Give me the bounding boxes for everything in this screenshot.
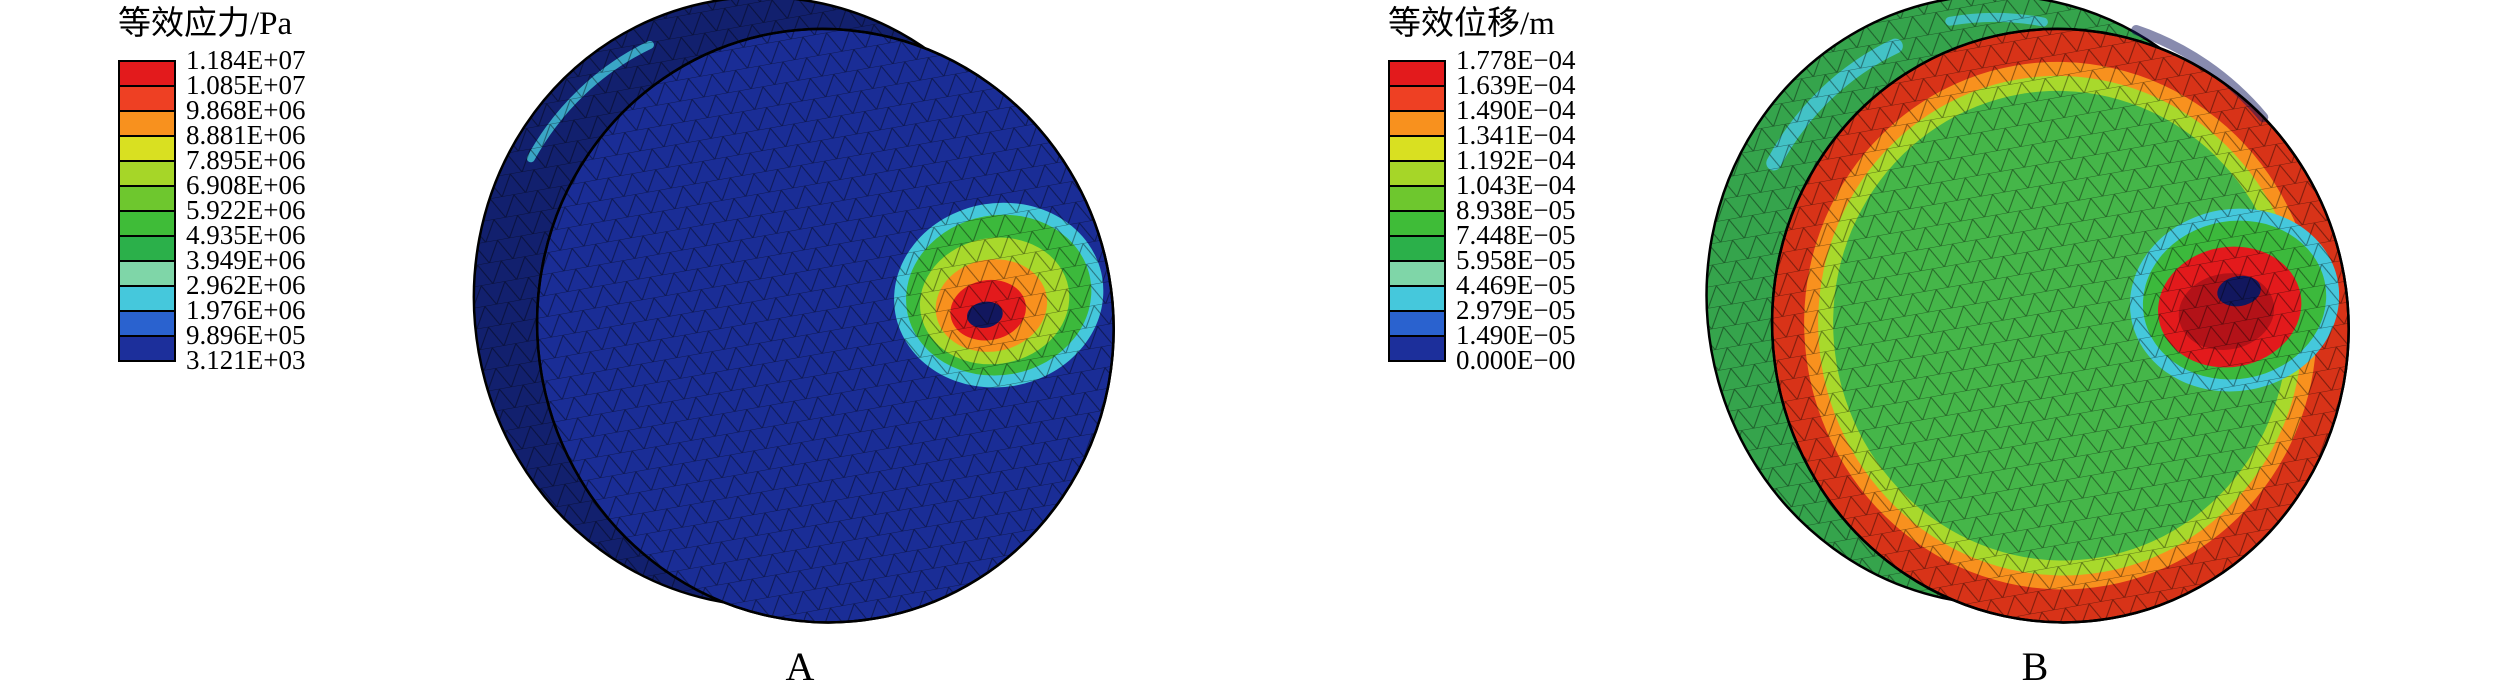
legend-value: 9.896E+05 [186,320,306,350]
stress-contour-wheel [470,0,1130,660]
displacement-colorbar [1388,60,1446,362]
legend-value: 3.949E+06 [186,245,306,275]
colorbar-swatch [120,87,174,112]
legend-value: 4.469E−05 [1456,270,1576,300]
colorbar-swatch [120,237,174,262]
legend-value: 1.043E−04 [1456,170,1576,200]
triangular-mesh-overlay [1705,0,2365,660]
stress-legend-body: 1.184E+07 1.085E+07 9.868E+06 8.881E+06 … [118,45,306,375]
legend-value: 3.121E+03 [186,345,306,375]
legend-value: 1.341E−04 [1456,120,1576,150]
colorbar-swatch [120,212,174,237]
face-outline [535,27,1115,624]
displacement-legend-body: 1.778E−04 1.639E−04 1.490E−04 1.341E−04 … [1388,45,1576,375]
legend-value: 6.908E+06 [186,170,306,200]
legend-value: 8.881E+06 [186,120,306,150]
subfigure-label-b: B [2021,644,2049,689]
colorbar-swatch [1390,137,1444,162]
displacement-legend-title: 等效位移/m [1388,6,1555,42]
colorbar-swatch [1390,162,1444,187]
legend-value: 1.778E−04 [1456,45,1576,75]
colorbar-swatch [1390,337,1444,360]
colorbar-swatch [120,287,174,312]
legend-value: 7.448E−05 [1456,220,1576,250]
legend-value: 7.895E+06 [186,145,306,175]
colorbar-swatch [120,312,174,337]
colorbar-swatch [120,187,174,212]
colorbar-swatch [1390,212,1444,237]
legend-value: 1.639E−04 [1456,70,1576,100]
legend-value: 4.935E+06 [186,220,306,250]
colorbar-swatch [1390,237,1444,262]
stress-colorbar [118,60,176,362]
legend-value: 2.979E−05 [1456,295,1576,325]
colorbar-swatch [1390,287,1444,312]
legend-value: 1.976E+06 [186,295,306,325]
legend-value: 9.868E+06 [186,95,306,125]
colorbar-swatch [1390,187,1444,212]
displacement-legend-values: 1.778E−04 1.639E−04 1.490E−04 1.341E−04 … [1456,45,1576,375]
colorbar-swatch [120,137,174,162]
legend-value: 1.490E−05 [1456,320,1576,350]
face-outline [1770,27,2350,624]
triangular-mesh-overlay [470,0,1130,660]
colorbar-swatch [120,337,174,360]
legend-value: 8.938E−05 [1456,195,1576,225]
colorbar-swatch [1390,262,1444,287]
legend-value: 2.962E+06 [186,270,306,300]
legend-value: 0.000E−00 [1456,345,1576,375]
colorbar-swatch [1390,87,1444,112]
colorbar-swatch [1390,312,1444,337]
legend-value: 1.085E+07 [186,70,306,100]
legend-value: 1.490E−04 [1456,95,1576,125]
colorbar-swatch [1390,112,1444,137]
displacement-contour-wheel [1705,0,2365,660]
displacement-legend: 等效位移/m 1.778E−04 1.639E−04 1.490E−04 [1388,4,1576,375]
stress-legend-title: 等效应力/Pa [118,6,293,42]
stress-legend: 等效应力/Pa 1.184E+07 1.085E+07 9.868E+06 [118,4,306,375]
legend-value: 1.184E+07 [186,45,306,75]
legend-value: 5.958E−05 [1456,245,1576,275]
colorbar-swatch [120,112,174,137]
colorbar-swatch [1390,62,1444,87]
colorbar-swatch [120,162,174,187]
colorbar-swatch [120,262,174,287]
legend-value: 1.192E−04 [1456,145,1576,175]
subfigure-label-a: A [785,644,815,689]
colorbar-swatch [120,62,174,87]
stress-legend-values: 1.184E+07 1.085E+07 9.868E+06 8.881E+06 … [186,45,306,375]
legend-value: 5.922E+06 [186,195,306,225]
